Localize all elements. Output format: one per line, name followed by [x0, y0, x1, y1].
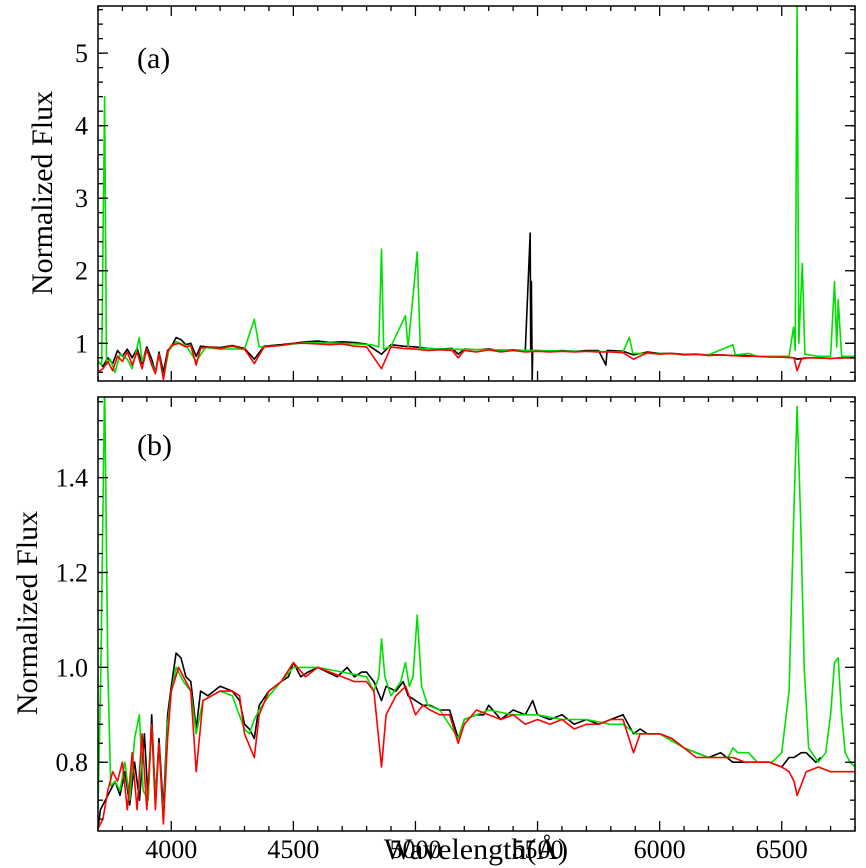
panel-b-xtick-label: 5500	[512, 835, 564, 864]
panel-b-xtick-label: 4000	[145, 835, 197, 864]
panel-a-series-red-line	[98, 342, 855, 381]
panel-b-frame	[97, 396, 856, 832]
panel-b-ytick-label: 0.8	[56, 748, 89, 777]
panel-a: 1 2 3 4 5 (a) Normalized Flux	[26, 5, 856, 382]
panel-a-ytick-label: 4	[75, 112, 88, 141]
panel-a-ytick-label: 1	[75, 329, 88, 358]
panel-b-series-red-line	[98, 661, 855, 829]
panel-b-ytick-label: 1.0	[56, 653, 89, 682]
panel-b-ytick-label: 1.2	[56, 558, 89, 587]
panel-a-series-green-line	[98, 6, 855, 379]
panel-a-frame	[97, 5, 856, 382]
panel-b-xtick-label: 4500	[267, 835, 319, 864]
panel-b-series	[98, 397, 855, 829]
panel-a-ytick-label: 2	[75, 257, 88, 286]
panel-b: 0.8 1.0 1.2 1.4 4000 4500 5000 5500 6000 6500 (b)…	[11, 396, 856, 866]
panel-a-ytick-label: 3	[75, 184, 88, 213]
panel-b-ytick-label: 1.4	[56, 464, 89, 493]
panel-a-axes: 1 2 3 4 5	[75, 6, 856, 381]
panel-b-ylabel: Normalized Flux	[11, 511, 44, 715]
panel-b-xtick-label: 6000	[634, 835, 686, 864]
panel-b-axes: 0.8 1.0 1.2 1.4 4000 4500 5000 5500 6000 6500	[56, 397, 856, 864]
panel-a-series	[98, 6, 855, 381]
x-axis-title: Wavelength(Å)	[384, 833, 568, 866]
panel-a-ytick-label: 5	[75, 39, 88, 68]
panel-a-series-black-line	[98, 232, 855, 381]
panel-b-series-green-line	[98, 397, 855, 820]
panel-a-label: (a)	[137, 42, 170, 75]
panel-b-label: (b)	[137, 429, 172, 462]
panel-a-ylabel: Normalized Flux	[26, 91, 59, 295]
panel-b-xtick-label: 6500	[756, 835, 808, 864]
panel-b-xtick-label: 5000	[389, 835, 441, 864]
